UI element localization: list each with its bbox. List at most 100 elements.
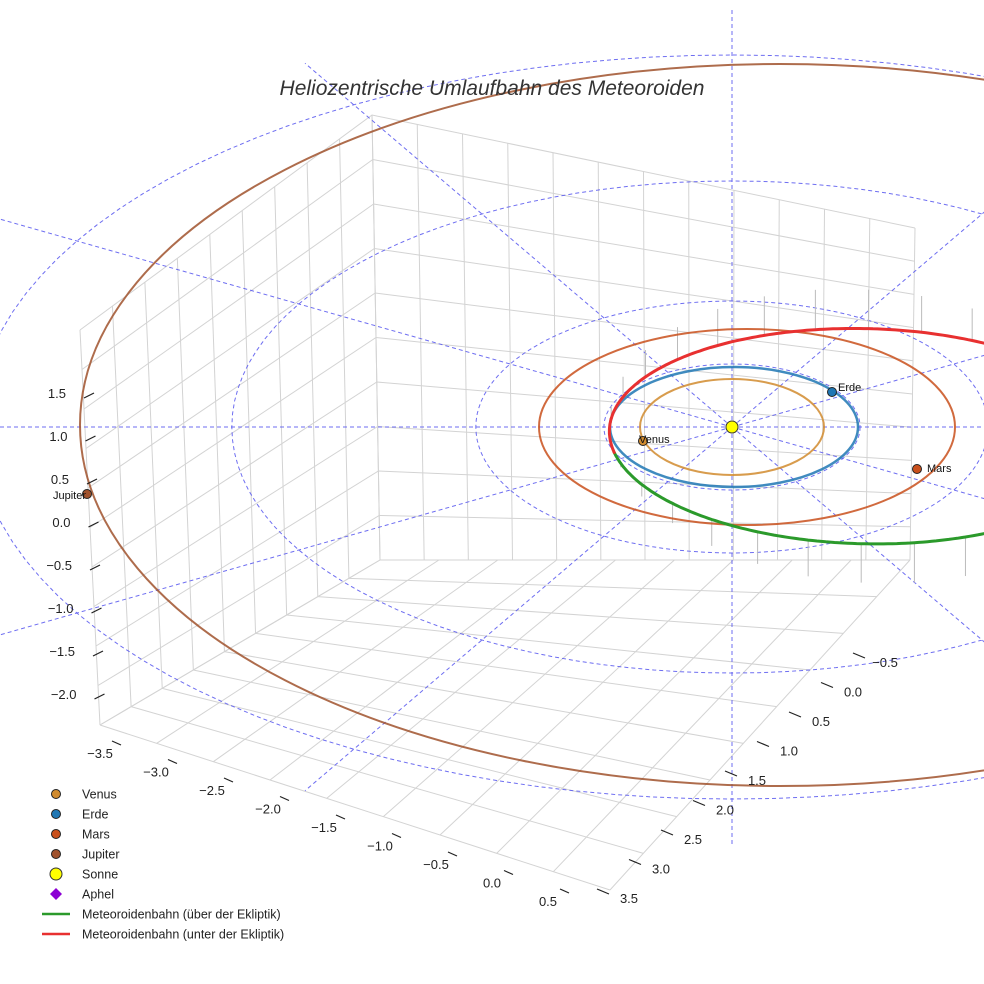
x-tick xyxy=(503,869,514,876)
venus-legend-swatch xyxy=(51,789,61,799)
legend: Venus Erde Mars Jupiter Sonne Aphel Meteoroide… xyxy=(42,788,284,942)
grid-line xyxy=(85,247,914,449)
below-legend-label: Meteoroidenbahn (unter der Ekliptik) xyxy=(82,928,284,942)
venus-orbit xyxy=(639,378,825,476)
grid-line xyxy=(383,559,675,818)
sun-marker xyxy=(725,420,739,434)
orbit-below xyxy=(609,327,984,421)
y-tick-label: −0.5 xyxy=(872,655,898,670)
orbit-above xyxy=(612,450,984,546)
axis-ticks: 1.5 1.0 0.5 0.0 −0.5 −1.0 −1.5 −2.0 −3.5 −3.0 −2.5… xyxy=(46,386,898,909)
mars-marker xyxy=(912,464,922,474)
erde-legend-swatch xyxy=(51,809,61,819)
jupiter-legend-swatch xyxy=(51,849,61,859)
x-tick-label: −3.5 xyxy=(87,746,113,761)
venus-label: Venus xyxy=(639,434,670,446)
ecliptic-ray xyxy=(731,354,984,428)
x-tick-label: −0.5 xyxy=(423,857,449,872)
grid-line xyxy=(162,687,677,818)
grid-line xyxy=(193,669,711,781)
mars-orbit xyxy=(538,328,956,526)
mars-label: Mars xyxy=(927,463,952,475)
grid-line xyxy=(156,559,440,744)
grid-line xyxy=(89,336,913,528)
y-tick xyxy=(820,681,834,689)
x-tick xyxy=(447,851,458,857)
grid-line xyxy=(91,381,913,568)
y-tick xyxy=(692,799,706,807)
mars-legend-label: Mars xyxy=(82,828,110,842)
jupiter-legend-label: Jupiter xyxy=(82,848,120,862)
grid-line xyxy=(213,559,499,763)
ecliptic-ray xyxy=(304,426,733,792)
grid-line xyxy=(255,632,777,708)
ecliptic-ray xyxy=(731,426,984,500)
y-tick-label: 3.0 xyxy=(652,862,670,877)
grid-line xyxy=(93,425,912,607)
x-tick xyxy=(335,814,346,820)
z-tick-label: −1.0 xyxy=(48,601,74,616)
ecliptic-ray xyxy=(0,426,733,636)
ecliptic-ray xyxy=(731,211,984,428)
erde-legend-label: Erde xyxy=(82,808,108,822)
z-tick xyxy=(94,693,105,700)
x-tick xyxy=(391,832,402,839)
x-tick xyxy=(559,888,570,894)
aphel-legend-label: Aphel xyxy=(82,888,114,902)
jupiter-marker xyxy=(82,489,92,499)
grid-line xyxy=(81,158,915,370)
grid-line xyxy=(348,577,877,598)
z-tick-label: 0.5 xyxy=(51,472,69,487)
axis-grid xyxy=(79,114,916,891)
venus-marker xyxy=(638,436,648,446)
x-tick xyxy=(167,758,178,765)
x-tick-label: −1.0 xyxy=(367,839,393,854)
x-tick-label: 0.5 xyxy=(539,894,557,909)
venus-legend-label: Venus xyxy=(82,788,117,802)
y-tick xyxy=(756,740,770,748)
z-tick xyxy=(89,564,101,571)
x-tick-label: 0.0 xyxy=(483,876,501,891)
z-tick-label: 1.0 xyxy=(49,429,67,444)
legend-item-jupiter: Jupiter xyxy=(51,848,120,862)
planet-orbits xyxy=(79,63,984,787)
x-tick xyxy=(223,777,234,783)
x-tick-label: −3.0 xyxy=(143,765,169,780)
grid-line xyxy=(95,470,912,647)
legend-item-erde: Erde xyxy=(51,808,108,822)
y-tick xyxy=(852,652,866,659)
z-tick xyxy=(91,607,102,614)
grid-line xyxy=(286,614,811,671)
erde-label: Erde xyxy=(838,382,861,394)
grid-line xyxy=(224,651,744,744)
ecliptic-ring xyxy=(475,300,984,554)
y-tick-label: 2.5 xyxy=(684,832,702,847)
legend-item-below: Meteoroidenbahn (unter der Ekliptik) xyxy=(42,928,284,942)
grid-line xyxy=(97,514,911,686)
grid-line xyxy=(269,559,557,781)
x-tick xyxy=(279,795,290,802)
above-legend-label: Meteoroidenbahn (über der Ekliptik) xyxy=(82,908,281,922)
grid-line xyxy=(99,559,381,726)
z-tick xyxy=(85,435,96,442)
jupiter-label: Jupiter xyxy=(53,490,86,502)
meteoroid-orbit xyxy=(607,327,984,546)
ecliptic-ray xyxy=(731,426,984,643)
grid-line xyxy=(317,596,844,634)
grid-line xyxy=(439,559,734,836)
z-tick xyxy=(83,392,95,399)
ecliptic-ray xyxy=(304,62,733,428)
legend-item-above: Meteoroidenbahn (über der Ekliptik) xyxy=(42,908,281,922)
grid-line xyxy=(609,559,911,891)
z-tick xyxy=(86,478,98,485)
y-tick xyxy=(628,858,642,866)
y-tick xyxy=(596,888,610,895)
x-tick-label: −2.0 xyxy=(255,802,281,817)
y-tick-label: 1.0 xyxy=(780,744,798,759)
orbit-stems xyxy=(609,289,973,583)
grid-line xyxy=(552,559,852,873)
z-tick-label: 1.5 xyxy=(48,386,66,401)
grid-line xyxy=(99,724,611,891)
y-tick xyxy=(660,829,674,836)
